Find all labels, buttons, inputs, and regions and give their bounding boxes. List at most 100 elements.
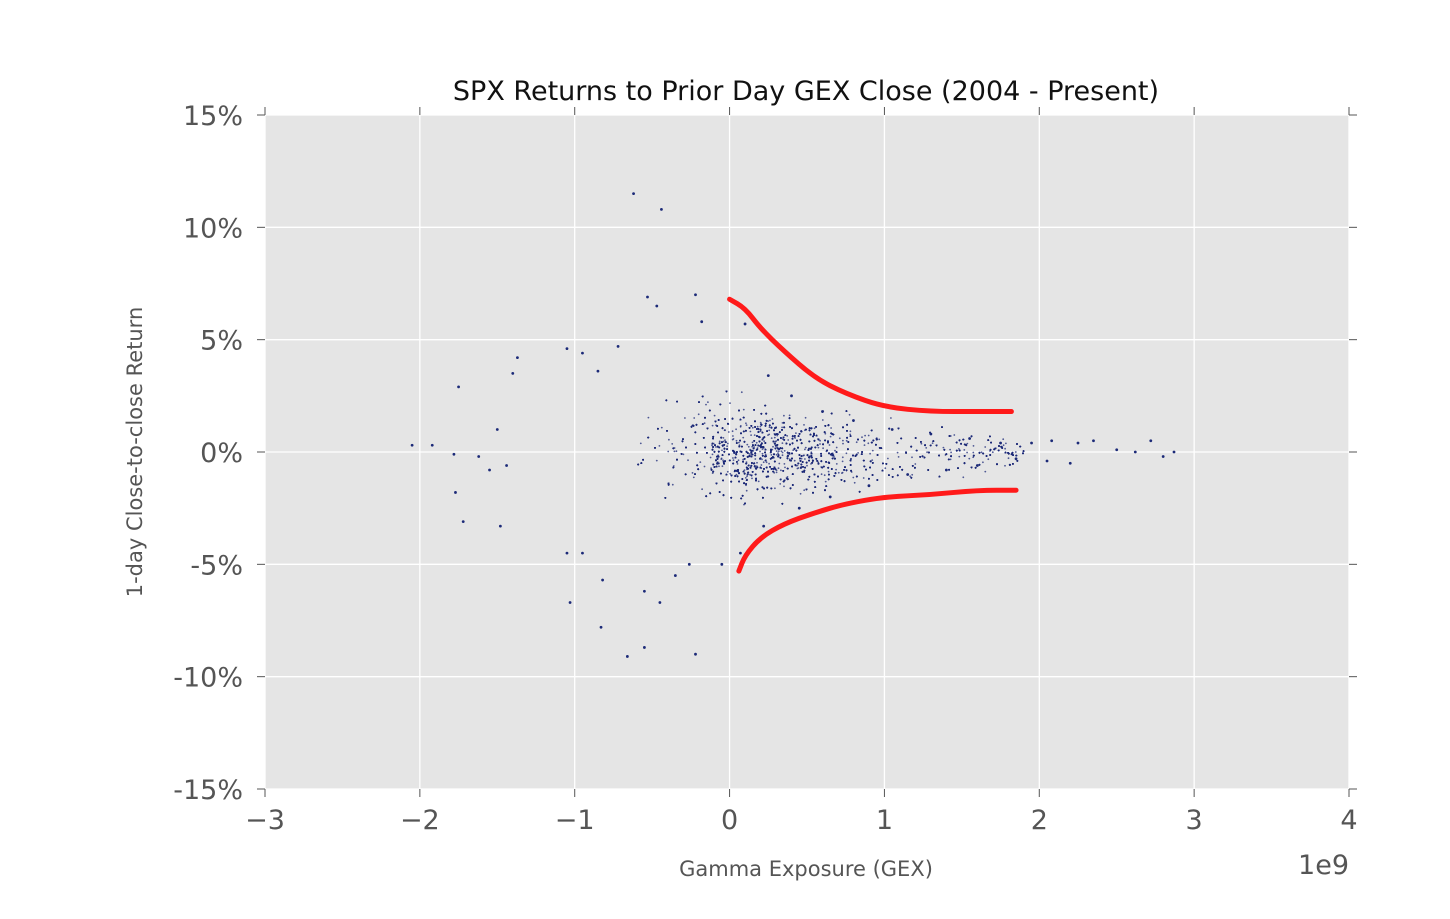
cluster-point bbox=[871, 459, 874, 461]
cluster-point bbox=[749, 430, 752, 433]
cluster-point bbox=[791, 484, 794, 486]
cluster-point bbox=[744, 502, 746, 505]
cluster-point bbox=[750, 464, 753, 467]
cluster-point bbox=[742, 460, 744, 463]
cluster-point bbox=[642, 458, 644, 461]
dense-point-cluster bbox=[637, 390, 1025, 506]
cluster-point bbox=[814, 446, 817, 449]
cluster-point bbox=[958, 449, 961, 452]
cluster-point bbox=[817, 461, 820, 464]
cluster-point bbox=[1002, 438, 1005, 441]
cluster-point bbox=[751, 477, 753, 480]
cluster-point bbox=[989, 454, 992, 456]
y-tick-label: 10% bbox=[183, 213, 243, 244]
cluster-point bbox=[726, 470, 729, 473]
cluster-point bbox=[777, 452, 779, 455]
cluster-point bbox=[948, 468, 950, 471]
cluster-point bbox=[781, 454, 784, 457]
cluster-point bbox=[855, 441, 858, 444]
cluster-point bbox=[863, 439, 866, 442]
cluster-point bbox=[860, 453, 863, 455]
cluster-point bbox=[740, 391, 743, 394]
x-tick-label: 0 bbox=[721, 805, 738, 836]
cluster-point bbox=[672, 465, 675, 467]
cluster-point bbox=[730, 480, 733, 483]
cluster-point bbox=[747, 464, 750, 467]
cluster-point bbox=[781, 426, 783, 429]
cluster-point bbox=[774, 444, 777, 447]
cluster-point bbox=[847, 448, 849, 451]
cluster-point bbox=[658, 445, 661, 447]
cluster-point bbox=[841, 472, 843, 474]
cluster-point bbox=[991, 451, 994, 454]
cluster-point bbox=[1004, 464, 1006, 467]
cluster-point bbox=[931, 442, 934, 444]
cluster-point bbox=[731, 417, 734, 420]
cluster-point bbox=[963, 449, 966, 451]
cluster-point bbox=[786, 457, 789, 460]
cluster-point bbox=[878, 438, 881, 441]
cluster-point bbox=[726, 445, 728, 448]
cluster-point bbox=[742, 458, 744, 461]
cluster-point bbox=[848, 413, 851, 416]
cluster-point bbox=[834, 472, 837, 475]
cluster-point bbox=[744, 477, 747, 479]
cluster-point bbox=[782, 436, 785, 439]
cluster-point bbox=[752, 444, 754, 447]
cluster-point bbox=[709, 492, 712, 495]
cluster-point bbox=[680, 453, 683, 455]
cluster-point bbox=[909, 475, 912, 478]
cluster-point bbox=[972, 445, 975, 447]
cluster-point bbox=[713, 414, 716, 417]
cluster-point bbox=[862, 477, 865, 479]
x-tick-label: −1 bbox=[555, 805, 595, 836]
cluster-point bbox=[796, 464, 799, 467]
cluster-point bbox=[665, 399, 668, 402]
cluster-point bbox=[731, 438, 734, 441]
cluster-point bbox=[808, 455, 811, 458]
cluster-point bbox=[941, 426, 943, 428]
cluster-point bbox=[799, 492, 802, 495]
cluster-point bbox=[725, 473, 728, 476]
cluster-point bbox=[735, 453, 738, 456]
cluster-point bbox=[771, 418, 774, 420]
cluster-point bbox=[711, 424, 714, 427]
cluster-point bbox=[707, 401, 709, 403]
cluster-point bbox=[949, 435, 952, 437]
cluster-point bbox=[697, 413, 700, 416]
cluster-point bbox=[776, 434, 779, 437]
cluster-point bbox=[788, 452, 791, 454]
cluster-point bbox=[804, 458, 806, 460]
cluster-point bbox=[772, 468, 775, 470]
cluster-point bbox=[715, 446, 717, 448]
cluster-point bbox=[637, 463, 640, 466]
cluster-point bbox=[736, 461, 738, 463]
cluster-point bbox=[673, 450, 676, 453]
cluster-point bbox=[867, 434, 870, 437]
cluster-point bbox=[820, 460, 823, 463]
cluster-point bbox=[705, 403, 707, 406]
cluster-point bbox=[762, 461, 765, 464]
cluster-point bbox=[876, 479, 879, 481]
cluster-point bbox=[817, 438, 820, 441]
cluster-point bbox=[861, 436, 863, 439]
cluster-point bbox=[850, 457, 852, 460]
cluster-point bbox=[756, 435, 758, 437]
cluster-point bbox=[775, 453, 778, 456]
cluster-point bbox=[743, 482, 745, 485]
cluster-point bbox=[787, 439, 790, 441]
cluster-point bbox=[773, 453, 775, 456]
cluster-point bbox=[1007, 452, 1010, 455]
cluster-point bbox=[920, 442, 923, 445]
cluster-point bbox=[817, 446, 820, 449]
cluster-point bbox=[722, 440, 725, 443]
cluster-point bbox=[781, 438, 784, 440]
cluster-point bbox=[966, 451, 968, 454]
cluster-point bbox=[869, 452, 871, 455]
cluster-point bbox=[942, 446, 945, 449]
cluster-point bbox=[726, 442, 729, 445]
x-tick-label: 3 bbox=[1186, 805, 1203, 836]
cluster-point bbox=[745, 483, 747, 485]
cluster-point bbox=[756, 425, 759, 428]
